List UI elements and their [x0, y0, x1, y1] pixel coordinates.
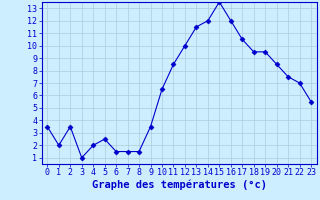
X-axis label: Graphe des températures (°c): Graphe des températures (°c)	[92, 180, 267, 190]
